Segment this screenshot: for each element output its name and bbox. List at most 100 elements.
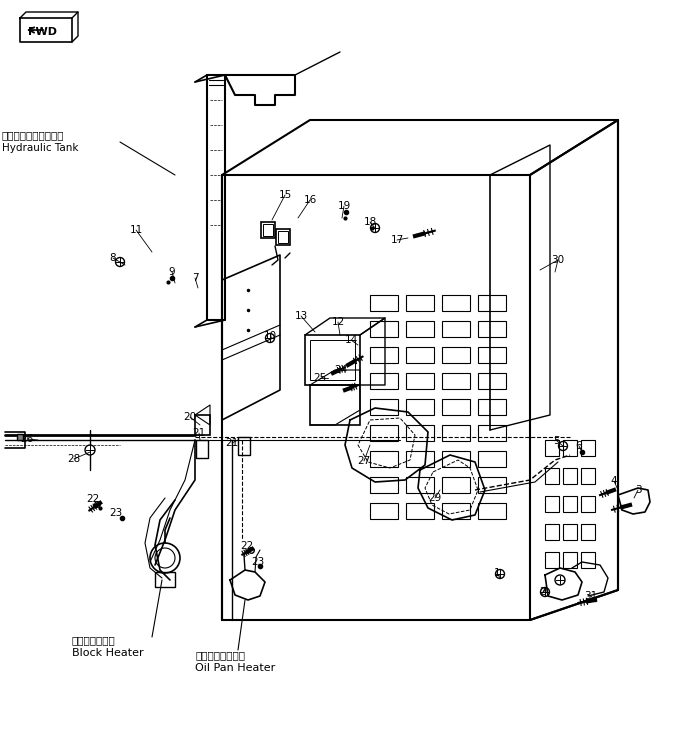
Text: 11: 11 (129, 225, 143, 235)
Text: 1: 1 (494, 568, 500, 578)
Bar (442, 425, 470, 441)
Bar (370, 503, 398, 519)
Text: ブロックヒータ: ブロックヒータ (72, 635, 116, 645)
Bar (478, 347, 506, 363)
Text: 23: 23 (109, 508, 122, 518)
Text: 25: 25 (313, 373, 326, 383)
Text: 22: 22 (86, 494, 100, 504)
Bar (370, 347, 398, 363)
Bar (581, 524, 595, 540)
Bar (276, 229, 290, 245)
Bar (370, 321, 398, 337)
Bar (563, 440, 577, 456)
Bar (370, 373, 398, 389)
Bar (370, 425, 398, 441)
Text: 31: 31 (584, 591, 598, 601)
Text: 14: 14 (344, 335, 358, 345)
Bar (478, 425, 506, 441)
Bar (563, 552, 577, 568)
Bar (478, 477, 506, 493)
Text: 16: 16 (303, 195, 317, 205)
Text: 17: 17 (390, 235, 404, 245)
Text: 8: 8 (109, 253, 116, 263)
Bar (442, 347, 470, 363)
Bar (563, 496, 577, 512)
Text: 27: 27 (358, 456, 371, 466)
Bar (305, 335, 360, 385)
Bar (478, 503, 506, 519)
Text: FWD: FWD (28, 27, 57, 37)
Bar (196, 440, 208, 458)
Text: 23: 23 (252, 557, 265, 567)
Bar (545, 552, 559, 568)
Bar (406, 451, 434, 467)
Bar (406, 399, 434, 415)
Bar (406, 347, 434, 363)
Bar (278, 231, 288, 243)
Bar (442, 477, 470, 493)
Text: 12: 12 (331, 317, 345, 327)
Bar (442, 503, 470, 519)
Bar (310, 340, 355, 380)
Text: 20: 20 (184, 412, 197, 422)
Bar (442, 295, 470, 311)
Bar (406, 321, 434, 337)
Bar (370, 399, 398, 415)
Bar (442, 321, 470, 337)
Text: 5: 5 (554, 436, 560, 446)
Bar (406, 477, 434, 493)
Text: 22: 22 (240, 541, 254, 551)
Text: 21: 21 (192, 428, 205, 438)
Bar (406, 503, 434, 519)
Text: Oil Pan Heater: Oil Pan Heater (195, 663, 275, 673)
Bar (442, 451, 470, 467)
Text: 29: 29 (428, 493, 441, 503)
Text: 24: 24 (335, 365, 347, 375)
Bar (545, 440, 559, 456)
Text: オイルパンヒータ: オイルパンヒータ (195, 650, 245, 660)
Bar (581, 440, 595, 456)
Text: 3: 3 (634, 485, 641, 495)
Bar (370, 477, 398, 493)
Text: 28: 28 (67, 454, 81, 464)
Bar (478, 451, 506, 467)
Bar (195, 415, 210, 435)
Bar (310, 385, 360, 425)
Bar (478, 295, 506, 311)
Text: 10: 10 (263, 331, 277, 341)
Bar (478, 373, 506, 389)
Text: Hydraulic Tank: Hydraulic Tank (2, 143, 78, 153)
Text: 4: 4 (611, 476, 617, 486)
Text: 2: 2 (540, 587, 546, 597)
Bar (545, 496, 559, 512)
Bar (370, 451, 398, 467)
Bar (545, 524, 559, 540)
Text: 19: 19 (337, 201, 351, 211)
Bar (261, 222, 275, 238)
Text: 13: 13 (294, 311, 307, 321)
Bar (478, 321, 506, 337)
Bar (581, 496, 595, 512)
Bar (563, 468, 577, 484)
Bar (406, 373, 434, 389)
Text: 7: 7 (192, 273, 199, 283)
Bar (442, 399, 470, 415)
Bar (545, 468, 559, 484)
Bar (238, 437, 250, 455)
Bar (155, 572, 175, 587)
Text: 18: 18 (363, 217, 377, 227)
Bar (442, 373, 470, 389)
Bar (263, 224, 273, 236)
Text: 21: 21 (225, 438, 239, 448)
Text: ハイドロリックタンク: ハイドロリックタンク (2, 130, 65, 140)
Bar (581, 552, 595, 568)
Bar (406, 295, 434, 311)
Text: 6: 6 (576, 441, 582, 451)
Text: 30: 30 (551, 255, 564, 265)
Text: 9: 9 (169, 267, 175, 277)
Text: Block Heater: Block Heater (72, 648, 143, 658)
Bar (406, 425, 434, 441)
Bar (370, 295, 398, 311)
Bar (478, 399, 506, 415)
Text: 15: 15 (278, 190, 292, 200)
